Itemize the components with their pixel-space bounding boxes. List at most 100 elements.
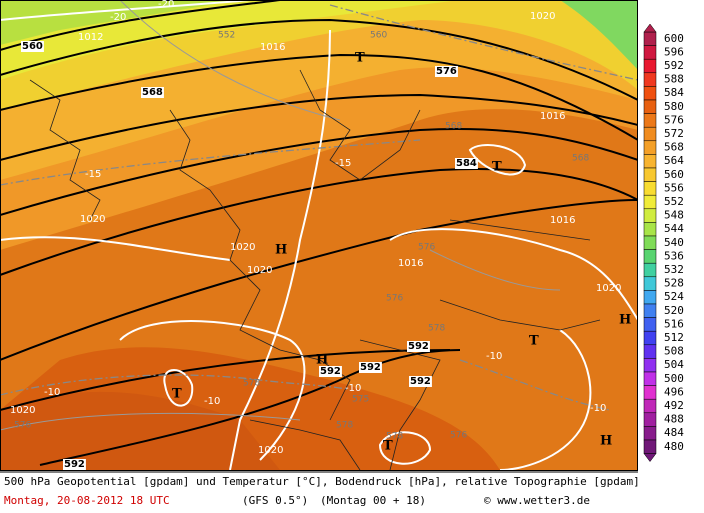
contour-label: 560 [22, 41, 43, 52]
footer-run: (Montag 00 + 18) [320, 494, 426, 507]
low-marker: T [172, 387, 182, 402]
colorbar-swatch [643, 317, 657, 332]
low-marker: T [355, 51, 365, 66]
label-box [63, 459, 86, 470]
colorbar-label: 584 [664, 86, 684, 99]
colorbar-label: 484 [664, 426, 684, 439]
colorbar-label: 480 [664, 440, 684, 453]
colorbar-swatch [643, 113, 657, 128]
contour-label: 592 [410, 376, 431, 387]
contour-label: 592 [408, 341, 429, 352]
map-field [0, 0, 638, 470]
pressure-label: 1020 [530, 11, 555, 22]
colorbar-label: 512 [664, 331, 684, 344]
contour-label: 592 [360, 362, 381, 373]
topo-label: 560 [370, 31, 387, 41]
isotherm-label: -10 [590, 403, 606, 414]
colorbar-label: 596 [664, 45, 684, 58]
label-box [435, 66, 458, 77]
contour-label: 584 [456, 158, 477, 169]
colorbar-label: 580 [664, 100, 684, 113]
pressure-label: 1020 [10, 405, 35, 416]
colorbar-swatch [643, 86, 657, 101]
colorbar-swatch [643, 154, 657, 169]
footer-date: Montag, 20-08-2012 18 UTC [4, 494, 170, 507]
pressure-label: 1020 [230, 242, 255, 253]
colorbar-swatch [643, 330, 657, 346]
topo-label: 578 [386, 432, 403, 442]
isotherm-label: -10 [486, 351, 502, 362]
footer-caption: 500 hPa Geopotential [gpdam] und Tempera… [4, 475, 640, 488]
colorbar-swatch [643, 99, 657, 114]
colorbar-label: 496 [664, 385, 684, 398]
colorbar-swatch [643, 439, 657, 454]
colorbar-label: 516 [664, 317, 684, 330]
colorbar-label: 568 [664, 141, 684, 154]
colorbar-swatch [643, 72, 657, 87]
high-marker: H [275, 243, 287, 258]
colorbar-swatch [643, 235, 657, 250]
colorbar-swatch [643, 276, 657, 291]
topo-label: 576 [450, 431, 467, 441]
colorbar-label: 544 [664, 222, 684, 235]
colorbar-label: 592 [664, 59, 684, 72]
label-box [141, 87, 164, 98]
colorbar-swatch [643, 249, 657, 264]
colorbar-swatch [643, 290, 657, 305]
colorbar-swatch [643, 358, 657, 373]
colorbar-label: 600 [664, 32, 684, 45]
colorbar-swatch [643, 208, 657, 223]
isotherm-label: -10 [345, 383, 361, 394]
topo-label: 575 [352, 395, 369, 405]
colorbar-swatch [643, 385, 657, 400]
colorbar-label: 504 [664, 358, 684, 371]
contour-label: 576 [436, 66, 457, 77]
footer-credit: © www.wetter3.de [484, 494, 590, 507]
colorbar-label: 552 [664, 195, 684, 208]
colorbar-label: 524 [664, 290, 684, 303]
label-box [359, 362, 382, 373]
pressure-label: 1020 [596, 283, 621, 294]
isotherm-label: -10 [44, 387, 60, 398]
colorbar-label: 528 [664, 277, 684, 290]
map-frame [0, 0, 638, 471]
colorbar-swatch [643, 181, 657, 196]
pressure-label: 1016 [260, 42, 285, 53]
colorbar-swatch [643, 58, 657, 74]
colorbar-label: 540 [664, 236, 684, 249]
footer-model: (GFS 0.5°) [242, 494, 308, 507]
colorbar-swatch [643, 222, 657, 237]
colorbar-swatch [643, 126, 657, 142]
colorbar-label: 548 [664, 209, 684, 222]
topo-label: 578 [336, 421, 353, 431]
colorbar-label: 532 [664, 263, 684, 276]
colorbar-swatch [643, 303, 657, 318]
contour-label: 592 [64, 459, 85, 470]
colorbar-label: 492 [664, 399, 684, 412]
pressure-label: 1020 [247, 265, 272, 276]
colorbar-swatch [643, 194, 657, 210]
topo-label: 568 [572, 154, 589, 164]
colorbar-label: 560 [664, 168, 684, 181]
map-labels: -20 -20 560 1012 552 1016 560 T 576 568 … [10, 0, 631, 470]
topo-label: 576 [418, 243, 435, 253]
colorbar-label: 508 [664, 345, 684, 358]
colorbar-swatch [643, 426, 657, 441]
colorbar-arrow-top [643, 23, 657, 33]
isotherm-label: -20 [110, 12, 126, 23]
high-marker: H [600, 434, 612, 449]
label-box [409, 376, 432, 387]
colorbar-label: 572 [664, 127, 684, 140]
colorbar-swatch [643, 412, 657, 427]
colorbar-swatch [643, 140, 657, 155]
colorbar-arrow-bottom [643, 453, 657, 463]
colorbar: 6005965925885845805765725685645605565525… [643, 23, 684, 463]
colorbar-label: 520 [664, 304, 684, 317]
low-marker: T [529, 334, 539, 349]
low-marker: T [492, 160, 502, 175]
label-box [319, 366, 342, 377]
colorbar-swatch [643, 344, 657, 359]
topo-label: 578 [428, 324, 445, 334]
colorbar-label: 536 [664, 249, 684, 262]
